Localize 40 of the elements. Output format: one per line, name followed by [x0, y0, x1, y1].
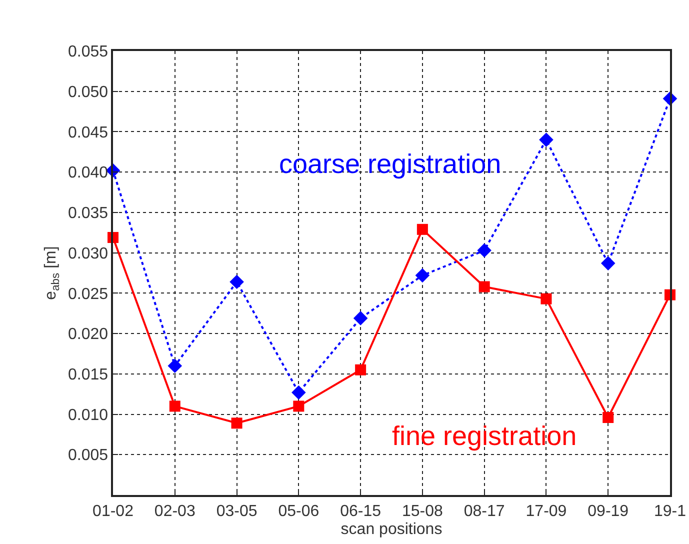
y-tick-label: 0.050 — [68, 84, 108, 101]
x-tick-label: 06-15 — [340, 502, 382, 520]
point — [168, 358, 182, 373]
x-tick-label: 05-06 — [278, 502, 320, 520]
point — [600, 256, 616, 270]
y-tick-label: 0.040 — [68, 164, 108, 182]
point — [292, 385, 306, 400]
point — [231, 418, 242, 429]
y-tick-label: 0.025 — [68, 286, 108, 303]
x-tick-label: 09-19 — [588, 502, 629, 520]
point — [415, 268, 430, 283]
x-axis-title: scan positions — [340, 521, 442, 538]
point — [230, 274, 244, 290]
y-tick-label: 0.055 — [68, 44, 108, 61]
point — [416, 224, 428, 235]
point — [293, 400, 304, 412]
x-tick-label: 01-02 — [92, 502, 134, 520]
y-tick-label: 0.010 — [68, 406, 108, 424]
point — [478, 281, 490, 292]
x-tick-label: 03-05 — [216, 502, 258, 520]
series-label: coarse registration — [279, 149, 502, 179]
y-tick-label: 0.035 — [68, 205, 108, 222]
x-tick-label: 17-09 — [526, 502, 567, 520]
point — [169, 400, 180, 412]
series-label: fine registration — [392, 421, 577, 451]
x-tick-label: 08-17 — [464, 502, 505, 520]
x-tick-label: 02-03 — [154, 502, 196, 520]
point — [355, 364, 366, 376]
y-tick-label: 0.015 — [68, 366, 108, 384]
x-tick-label: 19-1 — [654, 502, 686, 520]
point — [602, 412, 614, 423]
y-tick-label: 0.020 — [68, 326, 108, 344]
point — [539, 132, 554, 147]
x-tick-label: 15-08 — [402, 502, 444, 520]
y-tick-label: 0.030 — [68, 245, 108, 262]
point — [540, 293, 552, 304]
point — [353, 311, 368, 326]
y-tick-label: 0.005 — [68, 447, 108, 464]
y-tick-label: 0.045 — [68, 124, 108, 142]
point — [477, 243, 492, 258]
